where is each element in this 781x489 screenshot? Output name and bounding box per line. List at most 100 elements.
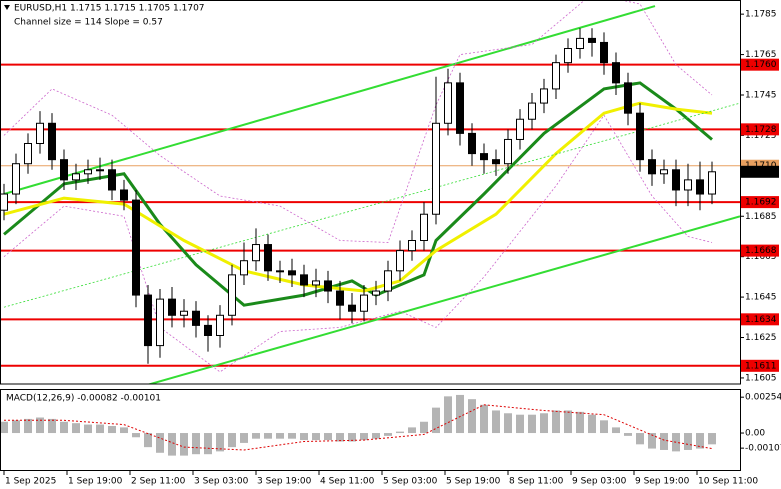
level-label-box <box>741 244 779 257</box>
candle-body <box>96 169 104 172</box>
macd-bar <box>324 433 332 441</box>
macd-bar <box>168 433 176 456</box>
candle-body <box>708 171 716 195</box>
y-tick-label: 1.1765 <box>745 50 777 60</box>
level-label-box <box>741 359 779 372</box>
indicator-line <box>146 215 740 384</box>
macd-bar <box>72 423 80 434</box>
macd-bar <box>660 433 668 450</box>
x-tick-label: 9 Sep 03:00 <box>572 477 627 487</box>
macd-bar <box>108 425 116 434</box>
macd-bar <box>636 433 644 445</box>
last-price-box <box>741 165 779 178</box>
candle-body <box>36 122 44 144</box>
x-tick-label: 1 Sep 2025 <box>5 477 56 487</box>
y-tick-label: 1.1605 <box>745 373 777 383</box>
candle-body <box>72 173 80 181</box>
macd-bar <box>372 433 380 439</box>
candle-body <box>48 122 56 161</box>
x-tick-label: 1 Sep 19:00 <box>68 477 123 487</box>
candle-body <box>600 41 608 64</box>
candle-body <box>636 112 644 161</box>
macd-bar <box>96 424 104 434</box>
macd-bar <box>48 418 56 434</box>
candle-body <box>660 169 668 175</box>
macd-bar <box>312 433 320 441</box>
candle-body <box>348 304 356 312</box>
macd-bar <box>696 433 704 449</box>
macd-bar <box>204 433 212 455</box>
macd-bar <box>360 433 368 441</box>
x-tick-label: 9 Sep 19:00 <box>635 477 690 487</box>
macd-bar <box>444 396 452 434</box>
price-frame <box>0 0 741 385</box>
candle-body <box>108 169 116 191</box>
macd-bar <box>300 433 308 441</box>
candle-body <box>684 179 692 191</box>
macd-bar <box>336 433 344 442</box>
candle-body <box>516 118 524 140</box>
macd-title: MACD(12,26,9) -0.00082 -0.00101 <box>6 394 161 404</box>
y-tick-label: 1.1725 <box>745 131 777 141</box>
candle-body <box>216 314 224 336</box>
x-tick-label: 5 Sep 03:00 <box>383 477 438 487</box>
candle-body <box>444 82 452 124</box>
y-tick-label: 1.1785 <box>745 10 777 20</box>
macd-bar <box>36 417 44 434</box>
candle-body <box>468 132 476 155</box>
macd-bar <box>264 433 272 439</box>
macd-bar <box>456 394 464 434</box>
macd-bar <box>492 410 500 434</box>
macd-bar <box>348 433 356 442</box>
macd-bar <box>564 410 572 434</box>
candle-body <box>588 37 596 43</box>
level-label: 1.1692 <box>745 198 777 208</box>
candle-body <box>24 142 32 165</box>
macd-bar <box>252 433 260 439</box>
chart-subtitle: Channel size = 114 Slope = 0.57 <box>14 18 163 28</box>
macd-bar <box>228 433 236 448</box>
level-label-box <box>741 123 779 136</box>
y-tick-label: 1.1645 <box>745 293 777 303</box>
macd-bar <box>528 414 536 434</box>
indicator-line <box>3 114 713 373</box>
candle-body <box>276 270 284 273</box>
candle-body <box>552 62 560 90</box>
collapse-icon <box>4 5 10 10</box>
macd-signal <box>4 404 713 451</box>
candle-body <box>240 260 248 276</box>
x-tick-label: 8 Sep 11:00 <box>509 477 564 487</box>
x-tick-label: 2 Sep 11:00 <box>131 477 186 487</box>
candle-body <box>324 280 332 292</box>
macd-bar <box>408 427 416 434</box>
macd-bar <box>612 427 620 434</box>
macd-bar <box>24 418 32 434</box>
macd-bar <box>384 433 392 436</box>
macd-bar <box>84 424 92 434</box>
candle-body <box>564 48 572 64</box>
chart-title: EURUSD,H1 1.1715 1.1715 1.1705 1.1707 <box>14 4 205 14</box>
x-tick-label: 3 Sep 03:00 <box>194 477 249 487</box>
level-label-box <box>741 58 779 71</box>
candle-body <box>144 294 152 347</box>
macd-bar <box>216 433 224 452</box>
candle-body <box>696 179 704 195</box>
candle-body <box>84 169 92 175</box>
macd-bar <box>12 420 20 434</box>
macd-bar <box>240 433 248 443</box>
candle-body <box>648 159 656 175</box>
candle-body <box>540 88 548 104</box>
candle-body <box>336 290 344 306</box>
candle-body <box>528 102 536 120</box>
macd-bar <box>60 421 68 434</box>
macd-y-tick-label: 0.00 <box>745 429 765 439</box>
macd-bar <box>120 427 128 434</box>
candle-body <box>12 163 20 195</box>
candle-body <box>492 159 500 165</box>
candle-body <box>384 270 392 292</box>
candle-body <box>228 274 236 316</box>
macd-bar <box>588 414 596 434</box>
macd-bar <box>516 414 524 434</box>
macd-bar <box>708 433 716 445</box>
